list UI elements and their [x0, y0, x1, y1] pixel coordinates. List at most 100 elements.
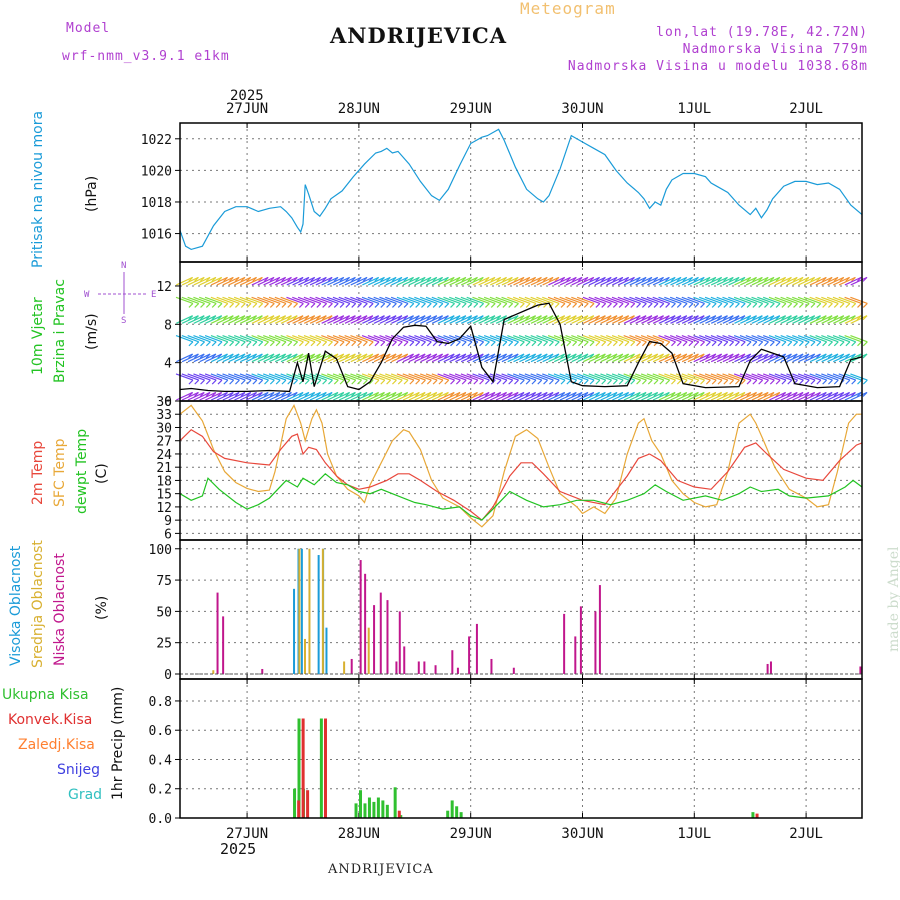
wind-barb [530, 353, 548, 363]
wind-barb [315, 391, 333, 401]
bar-ukupna-kisa [751, 812, 755, 818]
wind-barb [646, 373, 665, 381]
wind-barb [681, 391, 699, 401]
wind-barb-tip [740, 302, 746, 308]
wind-barb-tip [583, 353, 589, 359]
wind-barb-tip [851, 302, 857, 308]
wind-barb [838, 335, 856, 343]
wind-barb-tip [304, 379, 310, 385]
wind-barb [588, 296, 606, 304]
wind-barb [716, 276, 734, 286]
wind-barb [769, 276, 786, 286]
wind-barb-tip [769, 391, 775, 397]
wind-barb [263, 296, 281, 304]
bar-niska-oblacnost [261, 668, 264, 674]
wind-barb [763, 315, 781, 324]
wind-barb-tip [223, 315, 228, 321]
wind-barb [268, 335, 287, 343]
wind-barb [838, 276, 856, 286]
wind-barb-tip [787, 276, 792, 282]
bar-niska-oblacnost [359, 560, 362, 674]
wind-barb [548, 353, 565, 363]
wind-barb-tip [857, 341, 862, 347]
wind-barb [280, 335, 298, 343]
altitude: Nadmorska Visina 779m [682, 42, 868, 57]
bar-niska-oblacnost [563, 613, 566, 674]
wind-barb-tip [484, 315, 490, 321]
bar-niska-oblacnost [417, 661, 420, 674]
wind-barb [455, 353, 472, 363]
wind-barb [426, 391, 443, 401]
wind-barb-tip [444, 302, 450, 308]
wind-barb-tip [502, 391, 507, 397]
wind-barb [768, 335, 787, 343]
wind-barb [844, 315, 862, 324]
wind-barb [681, 315, 699, 324]
bar-ukupna-kisa [293, 788, 297, 818]
wind-barb-tip [763, 353, 769, 359]
wind-barb [228, 315, 246, 324]
wind-barb [414, 373, 432, 381]
wind-barb [786, 373, 804, 381]
wind-barb [263, 335, 281, 343]
wind-barb [210, 276, 228, 286]
wind-barb-tip [426, 302, 432, 308]
wind-barb-tip [426, 379, 432, 385]
wind-barb [443, 353, 461, 363]
wind-barb-tip [845, 391, 851, 397]
wind-barb-tip [246, 276, 252, 282]
wind-barb-tip [636, 302, 642, 308]
y-tick-label: 0.6 [149, 724, 172, 739]
wind-barb-tip [275, 379, 281, 385]
wind-barb [524, 353, 542, 363]
wind-barb-tip [827, 353, 833, 359]
top-date-label: 2JUL [789, 101, 823, 117]
wind-barb [576, 373, 595, 381]
wind-barb-tip [415, 379, 421, 385]
wind-barb [327, 315, 345, 324]
wind-barb [559, 373, 577, 381]
wind-barb [385, 276, 403, 286]
wind-barb [606, 353, 624, 363]
wind-barb-tip [356, 315, 362, 321]
wind-barb-tip [589, 341, 595, 347]
wind-barb [739, 391, 757, 401]
wind-barb-tip [298, 302, 304, 308]
wind-barb [844, 391, 862, 401]
wind-barb [763, 373, 781, 381]
wind-barb-tip [659, 302, 665, 308]
wind-barb [524, 296, 542, 304]
wind-barb [809, 335, 827, 343]
wind-barb [728, 296, 746, 304]
wind-barb [733, 296, 752, 304]
wind-barb [635, 353, 653, 363]
wind-barb [635, 335, 653, 343]
wind-barb [780, 353, 798, 363]
wind-barb [193, 276, 211, 286]
wind-barb [327, 276, 345, 286]
wind-barb [350, 315, 368, 324]
wind-barb [321, 353, 339, 363]
wind-barb [751, 276, 769, 286]
wind-barb [495, 276, 513, 286]
wind-barb-tip [519, 379, 525, 385]
wind-barb-tip [787, 391, 792, 397]
wind-barb [338, 373, 356, 381]
wind-barb [350, 335, 368, 343]
wind-barb-tip [607, 379, 612, 385]
wind-barb [181, 276, 199, 286]
wind-barb [646, 315, 664, 324]
bar-visoka-oblacnost [300, 548, 303, 674]
wind-barb-tip [635, 276, 641, 282]
wind-barb [367, 353, 385, 363]
wind-barb-tip [333, 315, 339, 321]
wind-barb-tip [560, 353, 566, 359]
wind-barb-tip [647, 379, 653, 385]
wind-barb [216, 315, 234, 324]
wind-barb-tip [293, 379, 299, 385]
wind-barb [257, 353, 275, 363]
wind-barb-tip [432, 391, 438, 397]
wind-barb [344, 373, 362, 381]
